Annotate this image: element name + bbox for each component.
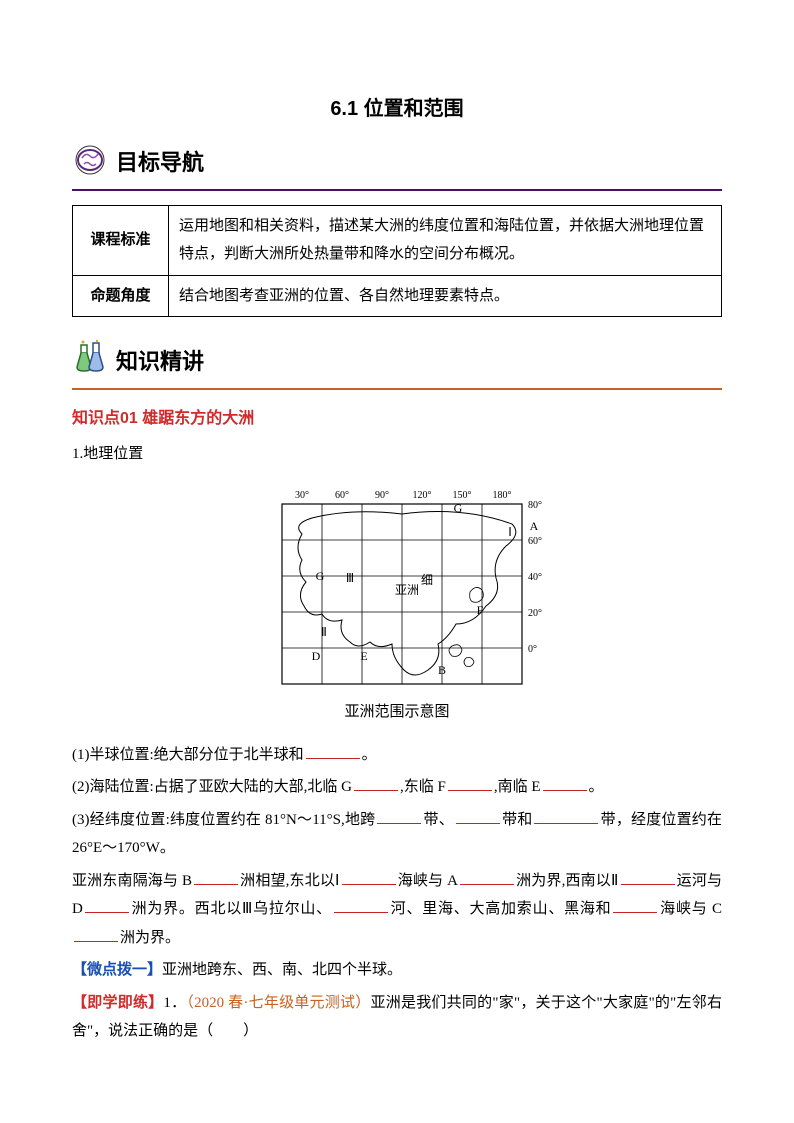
asia-map: 30° 60° 90° 120° 150° 180° 80° 60° 40° 20° 0° G G Ⅲ 细亚…: [72, 474, 722, 694]
blank[interactable]: [194, 868, 238, 885]
table-row: 命题角度 结合地图考查亚洲的位置、各自然地理要素特点。: [73, 275, 722, 317]
flask-icon: [72, 339, 108, 386]
svg-text:F: F: [477, 603, 484, 617]
p4f: 洲为界。西北以Ⅲ乌拉尔山、: [131, 901, 332, 917]
nav-section-header: 目标导航: [72, 140, 722, 191]
svg-text:60°: 60°: [335, 490, 349, 501]
svg-text:细: 细: [421, 573, 433, 587]
map-caption: 亚洲范围示意图: [72, 698, 722, 727]
svg-text:Ⅱ: Ⅱ: [321, 625, 327, 639]
table-row: 课程标准 运用地图和相关资料，描述某大洲的纬度位置和海陆位置，并依据大洲地理位置…: [73, 205, 722, 275]
knowledge-point-code: 知识点01: [72, 410, 138, 427]
nav-section-label: 目标导航: [116, 142, 204, 184]
blank[interactable]: [456, 807, 500, 824]
svg-text:120°: 120°: [413, 490, 432, 501]
svg-text:G: G: [454, 501, 463, 515]
svg-text:40°: 40°: [528, 572, 542, 583]
p4g: 河、里海、大高加索山、黑海和: [390, 901, 612, 917]
paragraph-4: 亚洲东南隔海与 B洲相望,东北以Ⅰ海峡与 A洲为界,西南以Ⅱ运河与 D洲为界。西…: [72, 867, 722, 953]
svg-text:Ⅰ: Ⅰ: [508, 525, 512, 539]
svg-text:B: B: [438, 663, 446, 677]
knowledge-section-header: 知识精讲: [72, 339, 722, 390]
blank[interactable]: [377, 807, 421, 824]
page-title: 6.1 位置和范围: [72, 90, 722, 128]
p4b: 洲相望,东北以Ⅰ: [240, 873, 340, 889]
brain-icon: [72, 140, 108, 187]
svg-text:30°: 30°: [295, 490, 309, 501]
blank[interactable]: [85, 897, 129, 914]
p3b: 带、: [423, 812, 454, 828]
standards-content-1: 运用地图和相关资料，描述某大洲的纬度位置和海陆位置，并依据大洲地理位置特点，判断…: [169, 205, 722, 275]
standards-table: 课程标准 运用地图和相关资料，描述某大洲的纬度位置和海陆位置，并依据大洲地理位置…: [72, 205, 722, 318]
paragraph-3: (3)经纬度位置:纬度位置约在 81°N～11°S,地跨带、带和带，经度位置约在…: [72, 806, 722, 863]
svg-text:150°: 150°: [453, 490, 472, 501]
p4d: 洲为界,西南以Ⅱ: [516, 873, 619, 889]
practice-cite: （2020 春·七年级单元测试）: [186, 995, 370, 1011]
knowledge-section-label: 知识精讲: [116, 341, 204, 383]
svg-text:D: D: [312, 649, 321, 663]
practice-line: 【即学即练】1．（2020 春·七年级单元测试）亚洲是我们共同的"家"，关于这个…: [72, 989, 722, 1046]
svg-text:0°: 0°: [528, 644, 537, 655]
practice-label: 【即学即练】: [72, 995, 163, 1011]
blank[interactable]: [74, 925, 118, 942]
svg-text:E: E: [360, 649, 367, 663]
blank[interactable]: [613, 897, 657, 914]
p3a: (3)经纬度位置:纬度位置约在 81°N～11°S,地跨: [72, 812, 375, 828]
p4i: 洲为界。: [120, 930, 180, 946]
p4h: 海峡与 C: [659, 901, 722, 917]
blank[interactable]: [306, 742, 360, 759]
blank[interactable]: [543, 775, 587, 792]
svg-text:80°: 80°: [528, 500, 542, 511]
knowledge-point-title: 知识点01 雄踞东方的大洲: [72, 404, 722, 434]
svg-text:180°: 180°: [493, 490, 512, 501]
subhead-1: 1.地理位置: [72, 440, 722, 469]
p2d: 。: [589, 779, 604, 795]
blank[interactable]: [448, 775, 492, 792]
tip-text: 亚洲地跨东、西、南、北四个半球。: [162, 962, 402, 978]
blank[interactable]: [460, 868, 514, 885]
blank[interactable]: [354, 775, 398, 792]
svg-text:60°: 60°: [528, 536, 542, 547]
svg-text:20°: 20°: [528, 608, 542, 619]
practice-num: 1．: [163, 995, 186, 1011]
tip-line: 【微点拨一】亚洲地跨东、西、南、北四个半球。: [72, 956, 722, 985]
blank[interactable]: [621, 868, 675, 885]
standards-label-2: 命题角度: [73, 275, 169, 317]
p2c: ,南临 E: [494, 779, 541, 795]
p4c: 海峡与 A: [398, 873, 458, 889]
blank[interactable]: [534, 807, 598, 824]
blank[interactable]: [334, 897, 388, 914]
svg-text:G: G: [316, 569, 325, 583]
svg-text:亚洲: 亚洲: [395, 583, 419, 597]
standards-content-2: 结合地图考查亚洲的位置、各自然地理要素特点。: [169, 275, 722, 317]
svg-text:Ⅲ: Ⅲ: [346, 571, 354, 585]
svg-text:90°: 90°: [375, 490, 389, 501]
blank[interactable]: [342, 868, 396, 885]
svg-text:A: A: [530, 519, 539, 533]
paragraph-2: (2)海陆位置:占据了亚欧大陆的大部,北临 G ,东临 F ,南临 E 。: [72, 773, 722, 802]
p1a: (1)半球位置:绝大部分位于北半球和: [72, 747, 304, 763]
p3c: 带和: [502, 812, 533, 828]
standards-label-1: 课程标准: [73, 205, 169, 275]
p2b: ,东临 F: [400, 779, 446, 795]
knowledge-point-name: 雄踞东方的大洲: [142, 410, 254, 427]
paragraph-1: (1)半球位置:绝大部分位于北半球和 。: [72, 741, 722, 770]
tip-label: 【微点拨一】: [72, 962, 162, 978]
p2a: (2)海陆位置:占据了亚欧大陆的大部,北临 G: [72, 779, 352, 795]
p4a: 亚洲东南隔海与 B: [72, 873, 192, 889]
p1b: 。: [362, 747, 377, 763]
